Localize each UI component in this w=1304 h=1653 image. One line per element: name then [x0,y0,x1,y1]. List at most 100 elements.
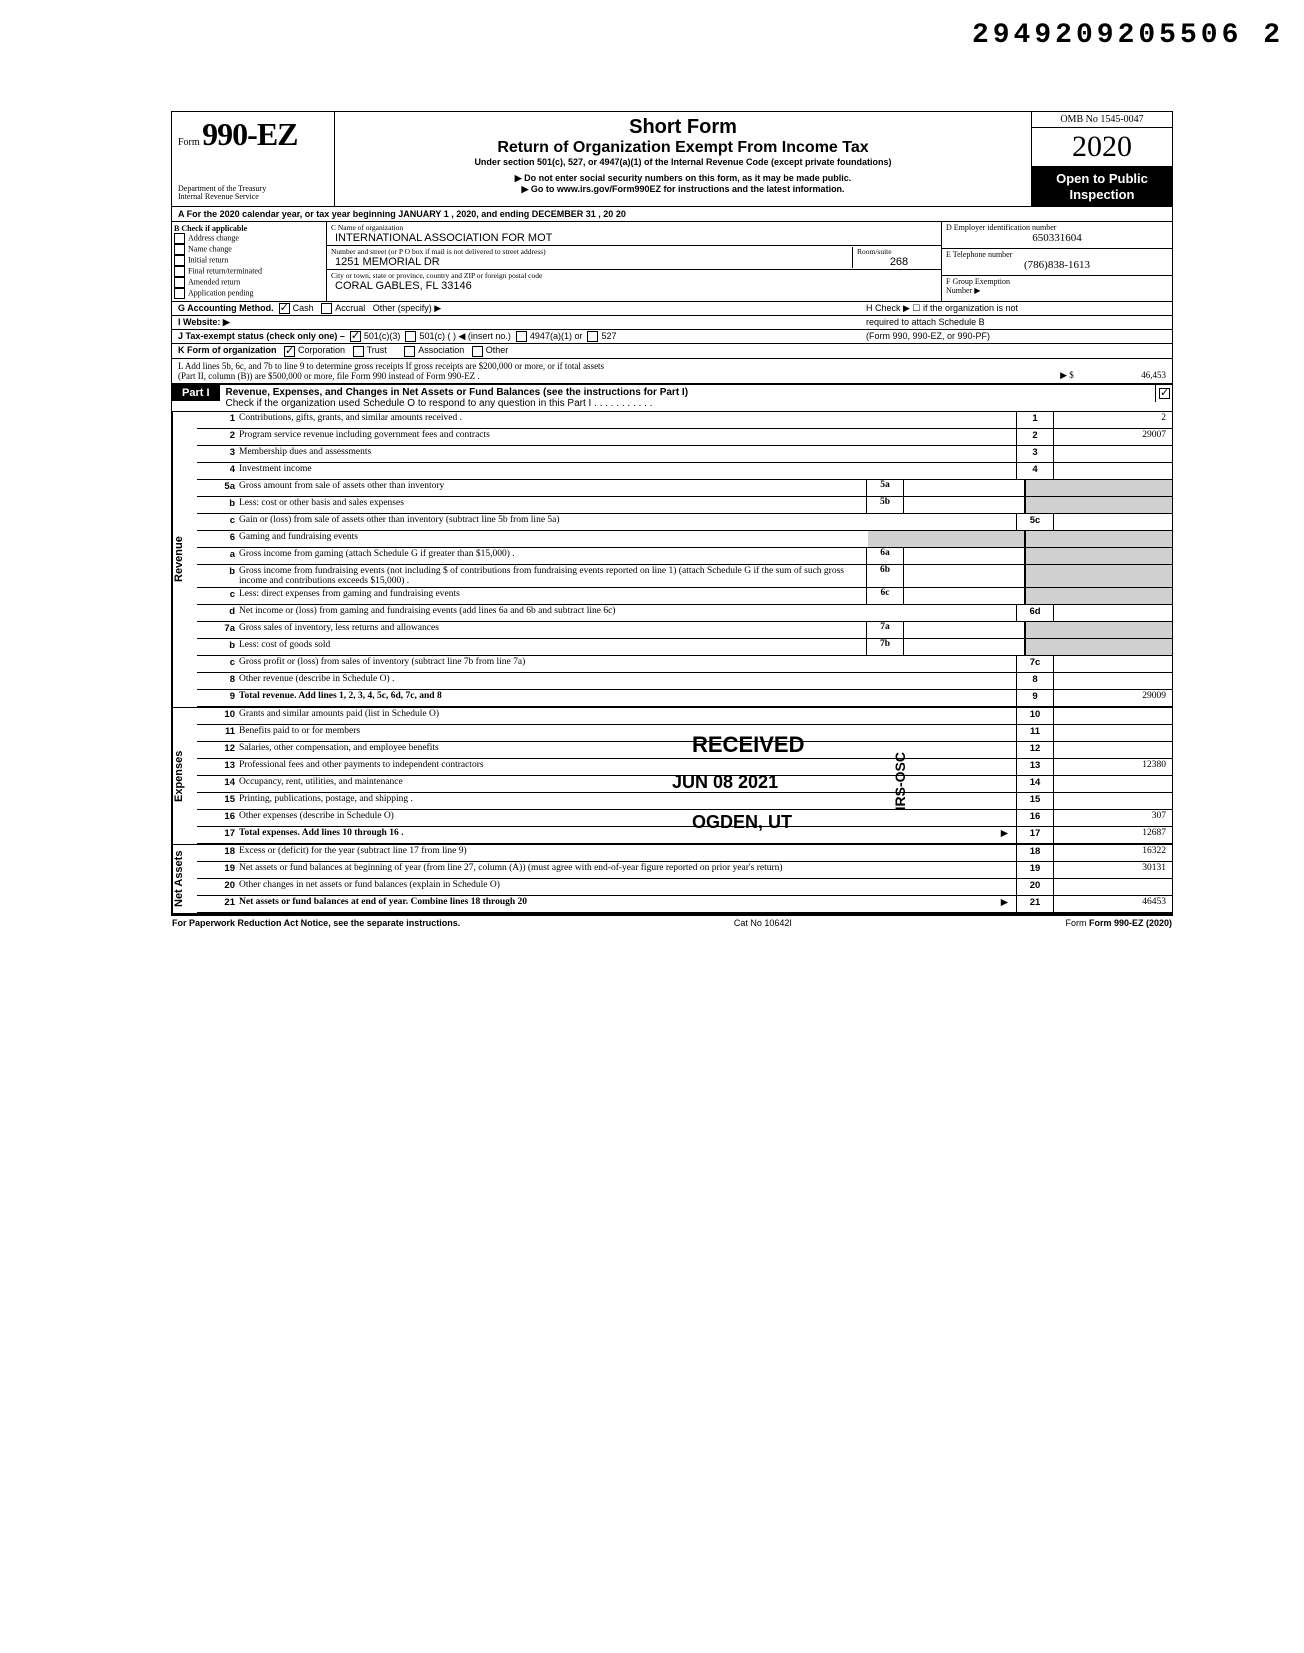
col-c: C Name of organization INTERNATIONAL ASS… [327,222,942,301]
room-label: Room/suite [857,247,937,256]
chk-trust[interactable] [353,346,364,357]
l-value: 46,453 [1076,370,1166,380]
page-footer: For Paperwork Reduction Act Notice, see … [166,916,1178,930]
chk-association[interactable] [404,346,415,357]
chk-address-change[interactable] [174,233,185,244]
form-word: Form [178,137,200,148]
lbl-cash: Cash [293,303,314,313]
row-5c: c Gain or (loss) from sale of assets oth… [197,514,1172,531]
revenue-section: Revenue 1 Contributions, gifts, grants, … [172,412,1172,708]
row-18: 18 Excess or (deficit) for the year (sub… [197,845,1172,862]
l-arrow: ▶ $ [1060,370,1074,380]
group-ex-label1: F Group Exemption [946,277,1168,286]
footer-mid: Cat No 10642I [734,918,792,928]
expenses-side-label: Expenses [172,708,197,844]
open2: Inspection [1032,187,1172,203]
row-11: 11 Benefits paid to or for members 11 [197,725,1172,742]
hdr-left: Form 990-EZ Department of the Treasury I… [172,112,335,206]
b-title: B Check if applicable [174,224,324,233]
lbl-501c3: 501(c)(3) [364,331,401,341]
k-label: K Form of organization [178,345,277,355]
lbl-other-method: Other (specify) ▶ [373,303,441,313]
chk-cash[interactable] [279,303,290,314]
open-public: Open to Public Inspection [1032,167,1172,206]
chk-501c3[interactable] [350,331,361,342]
part1-sub: Check if the organization used Schedule … [226,398,1149,409]
g-label: G Accounting Method. [178,303,274,313]
chk-other-org[interactable] [472,346,483,357]
chk-name-change[interactable] [174,244,185,255]
form-990ez: Form 990-EZ Department of the Treasury I… [171,111,1173,916]
chk-4947[interactable] [516,331,527,342]
row-19: 19 Net assets or fund balances at beginn… [197,862,1172,879]
lbl-final-return: Final return/terminated [188,267,262,276]
row-3: 3 Membership dues and assessments 3 [197,446,1172,463]
l-text1: L Add lines 5b, 6c, and 7b to line 9 to … [178,361,604,371]
tax-year: 2020 [1032,128,1172,167]
scan-code: 2949209205506 2 [20,20,1304,51]
block-bcd: B Check if applicable Address change Nam… [172,222,1172,302]
title-short-form: Short Form [341,116,1025,139]
h-check: H Check ▶ ☐ if the organization is not [866,303,1166,314]
form-number: 990-EZ [202,116,297,152]
lbl-501c: 501(c) ( [419,331,450,341]
row-7b: b Less: cost of goods sold 7b [197,639,1172,656]
row-16: 16 Other expenses (describe in Schedule … [197,810,1172,827]
chk-527[interactable] [587,331,598,342]
line-j: J Tax-exempt status (check only one) – 5… [172,330,1172,344]
chk-final-return[interactable] [174,266,185,277]
title-return: Return of Organization Exempt From Incom… [341,139,1025,157]
row-6d: d Net income or (loss) from gaming and f… [197,605,1172,622]
row-6: 6 Gaming and fundraising events [197,531,1172,548]
chk-accrual[interactable] [321,303,332,314]
h-check3: (Form 990, 990-EZ, or 990-PF) [866,331,1166,342]
room-value: 268 [857,256,937,268]
line-l: L Add lines 5b, 6c, and 7b to line 9 to … [172,359,1172,385]
phone-value: (786)838-1613 [946,259,1168,271]
ein-value: 650331604 [946,232,1168,244]
row-5a: 5a Gross amount from sale of assets othe… [197,480,1172,497]
city-label: City or town, state or province, country… [331,271,937,280]
row-14: 14 Occupancy, rent, utilities, and maint… [197,776,1172,793]
chk-corporation[interactable] [284,346,295,357]
c-label: C Name of organization [331,223,937,232]
row-20: 20 Other changes in net assets or fund b… [197,879,1172,896]
expenses-section: Expenses 10 Grants and similar amounts p… [172,708,1172,845]
chk-schedule-o[interactable] [1159,388,1170,399]
row-6c: c Less: direct expenses from gaming and … [197,588,1172,605]
row-5b: b Less: cost or other basis and sales ex… [197,497,1172,514]
lbl-application-pending: Application pending [188,289,254,298]
chk-initial-return[interactable] [174,255,185,266]
lbl-initial-return: Initial return [188,256,228,265]
chk-501c[interactable] [405,331,416,342]
lbl-association: Association [418,345,464,355]
lbl-trust: Trust [367,345,387,355]
website-label: I Website: ▶ [178,317,230,327]
form-header: Form 990-EZ Department of the Treasury I… [172,112,1172,207]
part1-title: Revenue, Expenses, and Changes in Net As… [226,387,1149,398]
col-b-checkboxes: B Check if applicable Address change Nam… [172,222,327,301]
lbl-other-org: Other [486,345,509,355]
line-g: G Accounting Method. Cash Accrual Other … [172,302,1172,316]
line-a-period: A For the 2020 calendar year, or tax yea… [172,207,1172,222]
h-check2: required to attach Schedule B [866,317,1166,328]
chk-application-pending[interactable] [174,288,185,299]
lbl-527: 527 [601,331,616,341]
open1: Open to Public [1032,171,1172,187]
lbl-amended-return: Amended return [188,278,240,287]
row-6a: a Gross income from gaming (attach Sched… [197,548,1172,565]
lbl-corporation: Corporation [298,345,345,355]
row-13: 13 Professional fees and other payments … [197,759,1172,776]
chk-amended-return[interactable] [174,277,185,288]
row-15: 15 Printing, publications, postage, and … [197,793,1172,810]
note-url: ▶ Go to www.irs.gov/Form990EZ for instru… [341,184,1025,195]
omb-number: OMB No 1545-0047 [1032,112,1172,128]
lbl-accrual: Accrual [335,303,365,313]
l-text2: (Part II, column (B)) are $500,000 or mo… [178,371,604,381]
row-8: 8 Other revenue (describe in Schedule O)… [197,673,1172,690]
hdr-mid: Short Form Return of Organization Exempt… [335,112,1031,206]
row-17: 17 Total expenses. Add lines 10 through … [197,827,1172,844]
city-value: CORAL GABLES, FL 33146 [331,280,937,292]
row-10: 10 Grants and similar amounts paid (list… [197,708,1172,725]
line-k: K Form of organization Corporation Trust… [172,344,1172,358]
